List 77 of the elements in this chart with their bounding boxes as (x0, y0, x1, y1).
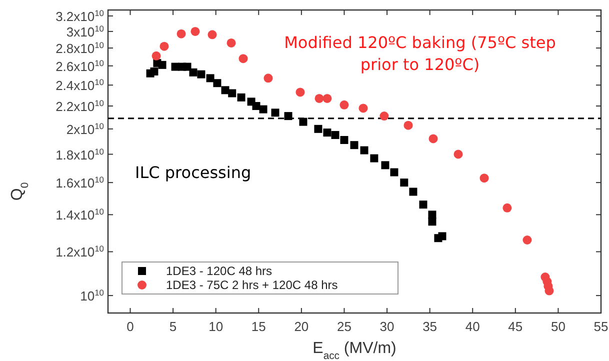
point (419, 200, 428, 209)
point (409, 188, 418, 196)
point (370, 154, 378, 162)
y-tick-label: 1.8x10$^{10}$ (56, 146, 104, 162)
point (284, 112, 292, 120)
point (400, 178, 408, 187)
point (259, 105, 268, 114)
point (331, 131, 340, 140)
point (271, 108, 280, 117)
point (226, 38, 236, 48)
point (314, 94, 324, 103)
point (208, 30, 217, 40)
point (183, 62, 192, 71)
point (340, 136, 348, 144)
y-tick-label: 2.2x10$^{10}$ (56, 98, 104, 114)
point (350, 141, 358, 150)
point (299, 118, 308, 126)
point (522, 235, 532, 244)
point (197, 70, 206, 78)
point (176, 29, 186, 38)
point (264, 74, 273, 83)
y-tick-label: 1.2x10$^{10}$ (56, 244, 104, 260)
point (213, 79, 222, 88)
point (238, 54, 248, 64)
point (434, 234, 442, 242)
point (404, 120, 413, 130)
point (158, 60, 166, 69)
annotation: Modified 120ºC baking (75ºC step prior to 120ºC) (284, 33, 556, 74)
x-tick-label: 55 (594, 319, 608, 334)
y-tick-label: 3x10$^{10}$ (66, 23, 104, 40)
point (152, 51, 161, 60)
point (228, 89, 236, 98)
legend-label: 1DE3 - 75C 2 hrs + 120C 48 hrs (166, 278, 338, 292)
point (428, 218, 436, 226)
point (428, 134, 438, 144)
point (237, 93, 246, 102)
point (322, 94, 332, 103)
y-tick-label: 1.4x10$^{10}$ (56, 206, 104, 223)
x-tick-label: 50 (550, 319, 566, 334)
point (390, 168, 398, 176)
x-axis-title: E$_{acc}$ (MV/m) (312, 340, 396, 361)
x-tick-label: 10 (208, 319, 224, 334)
x-tick-label: 35 (422, 319, 438, 334)
annotation: ILC processing (135, 163, 252, 182)
x-tick-label: 30 (380, 319, 394, 334)
x-tick-label: 25 (336, 319, 352, 334)
x-tick-label: 5 (169, 319, 177, 334)
point (252, 102, 260, 110)
x-tick-label: 40 (465, 319, 480, 334)
y-tick-label: 3.2x10$^{10}$ (56, 8, 104, 24)
point (380, 112, 389, 121)
y-tick-label: 2x10$^{10}$ (66, 120, 104, 137)
x-tick-label: 0 (126, 319, 134, 334)
point (296, 88, 305, 97)
y-tick-label: 10$^{10}$ (80, 288, 104, 304)
x-tick-label: 15 (251, 319, 266, 334)
legend-label: 1DE3 - 120C 48 hrs (166, 264, 272, 278)
point (340, 100, 349, 110)
point (160, 42, 169, 51)
y-tick-label: 2.6x10$^{10}$ (56, 58, 104, 74)
point (150, 67, 158, 76)
x-tick-label: 45 (508, 319, 523, 334)
point (314, 124, 322, 133)
point (323, 128, 332, 137)
y-tick-label: 2.4x10$^{10}$ (56, 77, 104, 94)
point (358, 104, 368, 113)
point (190, 26, 200, 36)
x-tick-label: 20 (294, 319, 309, 334)
point (189, 68, 198, 76)
y-tick-label: 2.8x10$^{10}$ (56, 40, 104, 56)
point (381, 161, 390, 170)
point (454, 150, 463, 159)
point (502, 203, 512, 212)
point (360, 146, 368, 154)
point (206, 74, 214, 82)
y-tick-label: 1.6x10$^{10}$ (56, 174, 104, 191)
point (480, 174, 489, 183)
